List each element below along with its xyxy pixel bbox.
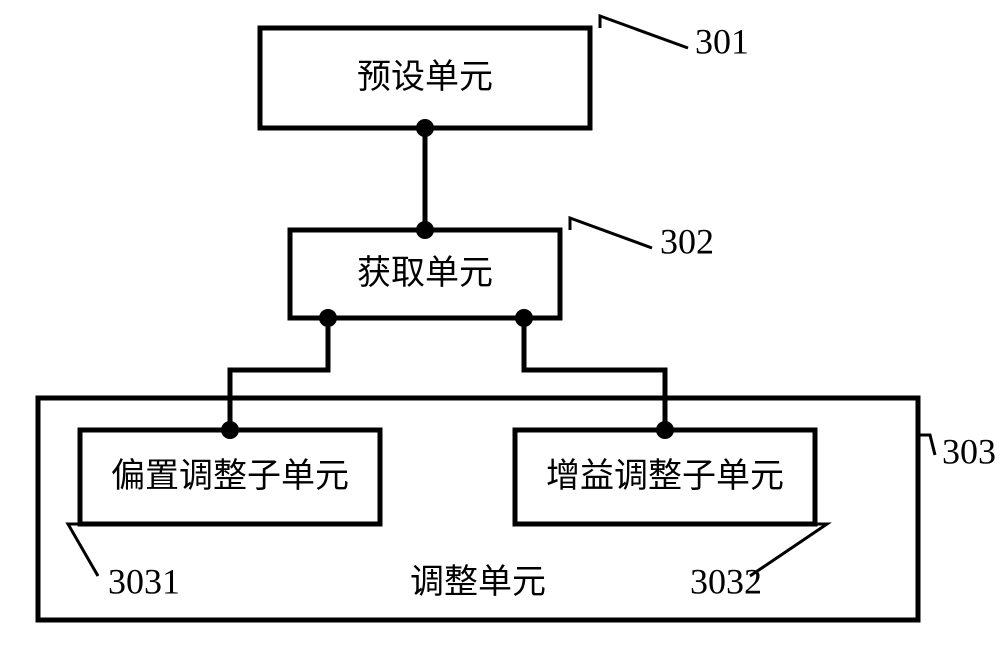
label-3032: 3032	[690, 561, 762, 601]
leader-bias	[68, 524, 98, 576]
label-3031: 3031	[108, 561, 180, 601]
conn-dot	[416, 221, 434, 239]
conn-dot	[221, 421, 239, 439]
label-301: 301	[695, 21, 749, 61]
leader-acquire	[570, 218, 652, 248]
conn-dot	[319, 309, 337, 327]
label-302: 302	[660, 221, 714, 261]
gain-subunit-box-label: 增益调整子单元	[546, 457, 784, 495]
conn-dot	[656, 421, 674, 439]
conn-acquire-bias	[230, 318, 328, 430]
acquire-unit-box-label: 获取单元	[357, 254, 493, 292]
bias-subunit-box-label: 偏置调整子单元	[111, 457, 349, 495]
conn-dot	[416, 119, 434, 137]
conn-acquire-gain	[524, 318, 665, 430]
leader-adjust	[918, 435, 935, 455]
adjust-unit-box-label: 调整单元	[410, 563, 546, 601]
diagram-canvas: 调整单元 预设单元获取单元偏置调整子单元 增益调整子单元 301 302 303 3031 3…	[0, 0, 1000, 648]
preset-unit-box-label: 预设单元	[357, 59, 493, 96]
conn-dot	[515, 309, 533, 327]
label-303: 303	[942, 431, 996, 471]
leader-preset	[600, 16, 688, 48]
